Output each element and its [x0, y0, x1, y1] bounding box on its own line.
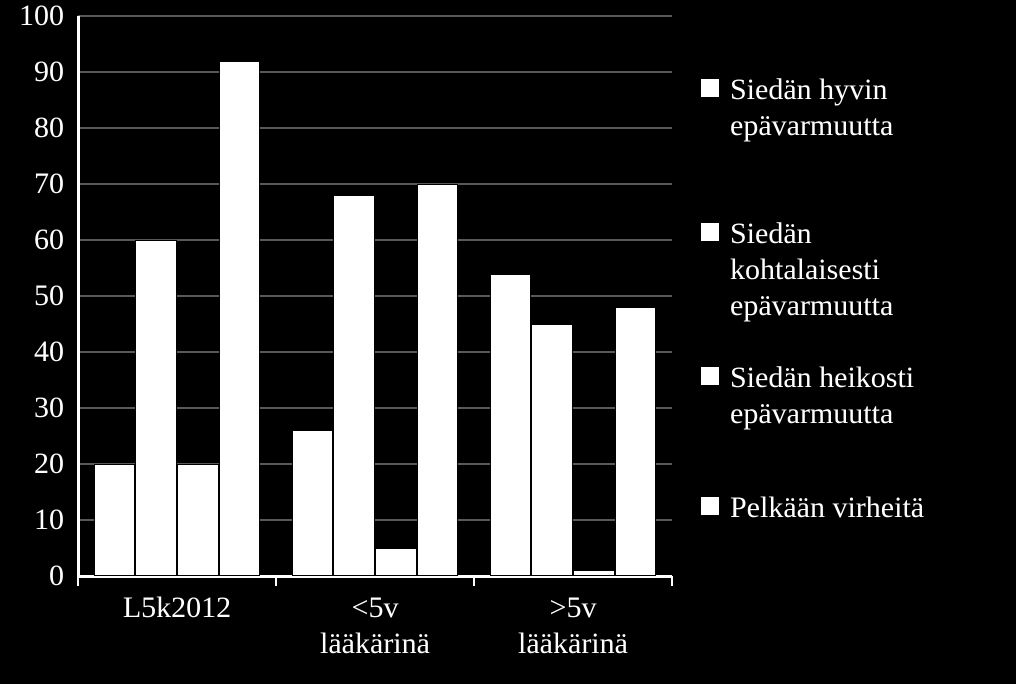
bar [531, 324, 573, 576]
bar [292, 430, 334, 576]
x-category-label: >5v lääkärinä [474, 590, 672, 662]
gridline [78, 15, 672, 17]
x-tick-mark [77, 576, 79, 586]
y-tick-label: 0 [0, 559, 64, 593]
x-tick-mark [671, 576, 673, 586]
y-tick-label: 20 [0, 447, 64, 481]
legend-label: Pelkään virheitä [730, 490, 924, 526]
bar [615, 307, 657, 576]
y-tick-label: 30 [0, 391, 64, 425]
bar [219, 61, 261, 576]
y-axis-line [77, 16, 80, 576]
chart-container: 0 10 20 30 40 50 60 70 80 90 100 L5k2012<5v lääkäri… [0, 0, 1016, 684]
bar [490, 274, 532, 576]
legend-label: Siedän kohtalaisesti epävarmuutta [730, 216, 893, 324]
y-tick-label: 10 [0, 503, 64, 537]
legend-marker [700, 496, 720, 516]
x-tick-mark [275, 576, 277, 586]
gridline [78, 127, 672, 129]
bar [333, 195, 375, 576]
legend-label: Siedän hyvin epävarmuutta [730, 72, 893, 144]
legend-marker [700, 366, 720, 386]
legend-label: Siedän heikosti epävarmuutta [730, 360, 914, 432]
x-category-label: <5v lääkärinä [276, 590, 474, 662]
y-tick-label: 40 [0, 335, 64, 369]
bar [135, 240, 177, 576]
y-tick-label: 90 [0, 55, 64, 89]
bar [573, 570, 615, 576]
gridline [78, 183, 672, 185]
bar [375, 548, 417, 576]
legend-marker [700, 78, 720, 98]
y-tick-label: 60 [0, 223, 64, 257]
bar [94, 464, 136, 576]
bar [177, 464, 219, 576]
x-category-label: L5k2012 [78, 590, 276, 626]
bar [417, 184, 459, 576]
y-tick-label: 80 [0, 111, 64, 145]
y-tick-label: 70 [0, 167, 64, 201]
gridline [78, 71, 672, 73]
legend-marker [700, 222, 720, 242]
y-tick-label: 100 [0, 0, 64, 33]
y-tick-label: 50 [0, 279, 64, 313]
x-tick-mark [473, 576, 475, 586]
